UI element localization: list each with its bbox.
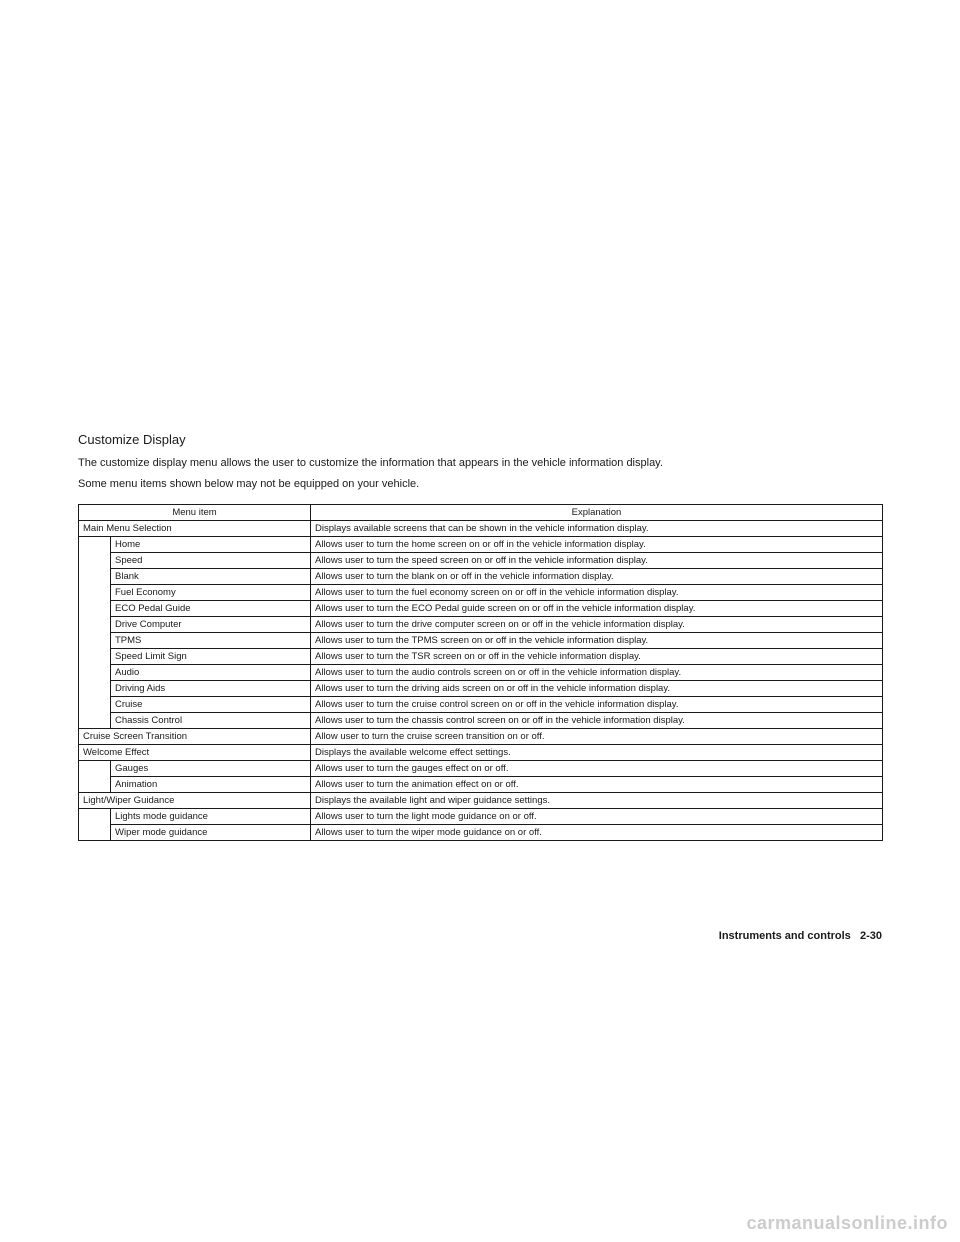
menu-subitem-cell: Gauges xyxy=(111,761,311,777)
explanation-cell: Allows user to turn the TSR screen on or… xyxy=(311,649,883,665)
indent-cell xyxy=(79,809,111,841)
footer-page-num: 2-30 xyxy=(860,930,882,942)
table-header-row: Menu item Explanation xyxy=(79,505,883,521)
table-row: HomeAllows user to turn the home screen … xyxy=(79,537,883,553)
menu-subitem-cell: Audio xyxy=(111,665,311,681)
explanation-cell: Allows user to turn the speed screen on … xyxy=(311,553,883,569)
explanation-cell: Allows user to turn the chassis control … xyxy=(311,713,883,729)
section-title: Customize Display xyxy=(78,432,883,447)
table-row: GaugesAllows user to turn the gauges eff… xyxy=(79,761,883,777)
menu-subitem-cell: Speed xyxy=(111,553,311,569)
explanation-cell: Allows user to turn the animation effect… xyxy=(311,777,883,793)
table-row: Fuel EconomyAllows user to turn the fuel… xyxy=(79,585,883,601)
header-explanation: Explanation xyxy=(311,505,883,521)
menu-subitem-cell: Driving Aids xyxy=(111,681,311,697)
intro-paragraph-1: The customize display menu allows the us… xyxy=(78,455,883,472)
explanation-cell: Allows user to turn the driving aids scr… xyxy=(311,681,883,697)
explanation-cell: Allows user to turn the TPMS screen on o… xyxy=(311,633,883,649)
intro-paragraph-2: Some menu items shown below may not be e… xyxy=(78,476,883,493)
table-row: Main Menu SelectionDisplays available sc… xyxy=(79,521,883,537)
table-row: Drive ComputerAllows user to turn the dr… xyxy=(79,617,883,633)
menu-subitem-cell: TPMS xyxy=(111,633,311,649)
explanation-cell: Allows user to turn the home screen on o… xyxy=(311,537,883,553)
header-menu-item: Menu item xyxy=(79,505,311,521)
table-row: CruiseAllows user to turn the cruise con… xyxy=(79,697,883,713)
indent-cell xyxy=(79,761,111,793)
menu-subitem-cell: Cruise xyxy=(111,697,311,713)
explanation-cell: Allows user to turn the audio controls s… xyxy=(311,665,883,681)
explanation-cell: Allows user to turn the fuel economy scr… xyxy=(311,585,883,601)
explanation-cell: Allows user to turn the wiper mode guida… xyxy=(311,825,883,841)
menu-subitem-cell: Blank xyxy=(111,569,311,585)
table-row: TPMSAllows user to turn the TPMS screen … xyxy=(79,633,883,649)
menu-subitem-cell: Home xyxy=(111,537,311,553)
table-row: ECO Pedal GuideAllows user to turn the E… xyxy=(79,601,883,617)
page-footer: Instruments and controls 2-30 xyxy=(719,930,882,942)
menu-item-cell: Cruise Screen Transition xyxy=(79,729,311,745)
watermark: carmanualsonline.info xyxy=(746,1213,948,1234)
menu-item-cell: Welcome Effect xyxy=(79,745,311,761)
table-row: AudioAllows user to turn the audio contr… xyxy=(79,665,883,681)
table-row: Wiper mode guidanceAllows user to turn t… xyxy=(79,825,883,841)
footer-section: Instruments and controls xyxy=(719,930,851,942)
table-row: Chassis ControlAllows user to turn the c… xyxy=(79,713,883,729)
table-row: BlankAllows user to turn the blank on or… xyxy=(79,569,883,585)
table-row: Speed Limit SignAllows user to turn the … xyxy=(79,649,883,665)
menu-subitem-cell: Fuel Economy xyxy=(111,585,311,601)
menu-table: Menu item Explanation Main Menu Selectio… xyxy=(78,504,883,841)
explanation-cell: Allows user to turn the gauges effect on… xyxy=(311,761,883,777)
table-row: AnimationAllows user to turn the animati… xyxy=(79,777,883,793)
explanation-cell: Displays the available light and wiper g… xyxy=(311,793,883,809)
explanation-cell: Displays the available welcome effect se… xyxy=(311,745,883,761)
menu-subitem-cell: Wiper mode guidance xyxy=(111,825,311,841)
menu-subitem-cell: Chassis Control xyxy=(111,713,311,729)
menu-item-cell: Main Menu Selection xyxy=(79,521,311,537)
table-row: Welcome EffectDisplays the available wel… xyxy=(79,745,883,761)
table-row: Cruise Screen TransitionAllow user to tu… xyxy=(79,729,883,745)
table-row: Light/Wiper GuidanceDisplays the availab… xyxy=(79,793,883,809)
explanation-cell: Allows user to turn the light mode guida… xyxy=(311,809,883,825)
explanation-cell: Allows user to turn the cruise control s… xyxy=(311,697,883,713)
menu-subitem-cell: ECO Pedal Guide xyxy=(111,601,311,617)
menu-subitem-cell: Drive Computer xyxy=(111,617,311,633)
table-row: Driving AidsAllows user to turn the driv… xyxy=(79,681,883,697)
explanation-cell: Allow user to turn the cruise screen tra… xyxy=(311,729,883,745)
menu-subitem-cell: Speed Limit Sign xyxy=(111,649,311,665)
menu-subitem-cell: Lights mode guidance xyxy=(111,809,311,825)
table-row: Lights mode guidanceAllows user to turn … xyxy=(79,809,883,825)
explanation-cell: Allows user to turn the ECO Pedal guide … xyxy=(311,601,883,617)
explanation-cell: Displays available screens that can be s… xyxy=(311,521,883,537)
menu-subitem-cell: Animation xyxy=(111,777,311,793)
indent-cell xyxy=(79,537,111,729)
table-row: SpeedAllows user to turn the speed scree… xyxy=(79,553,883,569)
explanation-cell: Allows user to turn the blank on or off … xyxy=(311,569,883,585)
menu-item-cell: Light/Wiper Guidance xyxy=(79,793,311,809)
explanation-cell: Allows user to turn the drive computer s… xyxy=(311,617,883,633)
